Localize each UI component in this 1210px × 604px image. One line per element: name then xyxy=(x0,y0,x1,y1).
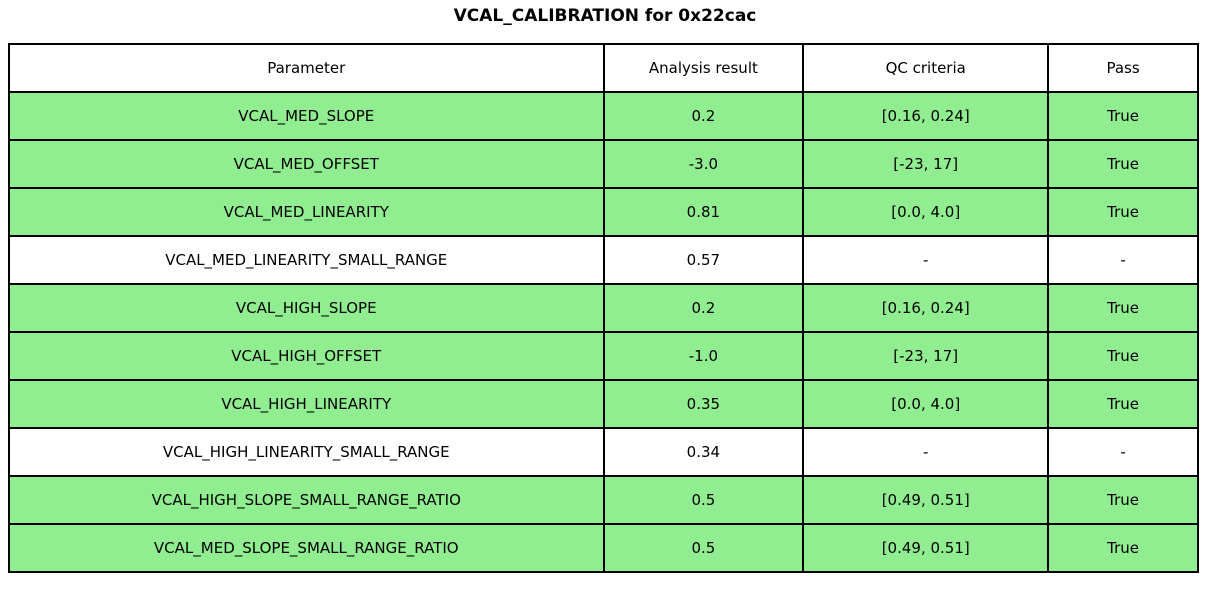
table-row: VCAL_HIGH_LINEARITY_SMALL_RANGE 0.34- - xyxy=(8,427,1199,477)
qc-criteria-cell: [0.0, 4.0] xyxy=(802,379,1050,429)
qc-criteria-cell: [-23, 17] xyxy=(802,331,1050,381)
pass-cell: True xyxy=(1047,475,1199,525)
analysis-result-cell: 0.2 xyxy=(602,283,805,333)
pass-cell: True xyxy=(1047,523,1199,573)
pass-cell: True xyxy=(1047,139,1199,189)
parameter-cell: VCAL_MED_LINEARITY xyxy=(8,187,605,237)
table-row: VCAL_MED_LINEARITY 0.81 [0.0, 4.0] True xyxy=(8,187,1199,237)
pass-cell: - xyxy=(1047,427,1199,477)
pass-cell: True xyxy=(1047,283,1199,333)
analysis-result-cell: 0.2 xyxy=(602,91,805,141)
analysis-result-cell: 0.57 xyxy=(602,235,805,285)
analysis-result-cell: 0.5 xyxy=(602,475,805,525)
pass-cell: True xyxy=(1047,187,1199,237)
column-header-qc-criteria: QC criteria xyxy=(802,43,1050,93)
pass-cell: - xyxy=(1047,235,1199,285)
parameter-cell: VCAL_HIGH_SLOPE xyxy=(8,283,605,333)
qc-criteria-cell: [0.0, 4.0] xyxy=(802,187,1050,237)
analysis-result-cell: 0.81 xyxy=(602,187,805,237)
pass-cell: True xyxy=(1047,91,1199,141)
qc-criteria-cell: [-23, 17] xyxy=(802,139,1050,189)
qc-criteria-cell: [0.16, 0.24] xyxy=(802,91,1050,141)
parameter-cell: VCAL_MED_SLOPE xyxy=(8,91,605,141)
table-row: VCAL_HIGH_SLOPE_SMALL_RANGE_RATIO 0.5 [0.4… xyxy=(8,475,1199,525)
parameter-cell: VCAL_HIGH_OFFSET xyxy=(8,331,605,381)
analysis-result-cell: 0.34 xyxy=(602,427,805,477)
qc-criteria-cell: - xyxy=(802,235,1050,285)
analysis-result-cell: 0.35 xyxy=(602,379,805,429)
analysis-result-cell: 0.5 xyxy=(602,523,805,573)
figure-title: VCAL_CALIBRATION for 0x22cac xyxy=(453,6,757,26)
qc-criteria-cell: [0.49, 0.51] xyxy=(802,475,1050,525)
table-row: VCAL_HIGH_LINEARITY 0.35 [0.0, 4.0] True xyxy=(8,379,1199,429)
qc-criteria-cell: [0.49, 0.51] xyxy=(802,523,1050,573)
qc-results-table: Parameter Analysis result QC criteria Pa… xyxy=(8,43,1199,573)
analysis-result-cell: -3.0 xyxy=(602,139,805,189)
parameter-cell: VCAL_MED_OFFSET xyxy=(8,139,605,189)
column-header-analysis-result: Analysis result xyxy=(602,43,805,93)
parameter-cell: VCAL_HIGH_SLOPE_SMALL_RANGE_RATIO xyxy=(8,475,605,525)
table-row: VCAL_MED_LINEARITY_SMALL_RANGE 0.57- - xyxy=(8,235,1199,285)
analysis-result-cell: -1.0 xyxy=(602,331,805,381)
table-row: VCAL_MED_OFFSET -3.0 [-23, 17] True xyxy=(8,139,1199,189)
qc-criteria-cell: [0.16, 0.24] xyxy=(802,283,1050,333)
pass-cell: True xyxy=(1047,331,1199,381)
parameter-cell: VCAL_HIGH_LINEARITY xyxy=(8,379,605,429)
table-row: VCAL_MED_SLOPE 0.2 [0.16, 0.24] True xyxy=(8,91,1199,141)
qc-criteria-cell: - xyxy=(802,427,1050,477)
table-row: VCAL_MED_SLOPE_SMALL_RANGE_RATIO 0.5 [0.49… xyxy=(8,523,1199,573)
parameter-cell: VCAL_HIGH_LINEARITY_SMALL_RANGE xyxy=(8,427,605,477)
table-row: VCAL_HIGH_SLOPE 0.2 [0.16, 0.24] True xyxy=(8,283,1199,333)
header-row: Parameter Analysis result QC criteria Pa… xyxy=(8,43,1199,93)
column-header-parameter: Parameter xyxy=(8,43,605,93)
parameter-cell: VCAL_MED_SLOPE_SMALL_RANGE_RATIO xyxy=(8,523,605,573)
column-header-pass: Pass xyxy=(1047,43,1199,93)
parameter-cell: VCAL_MED_LINEARITY_SMALL_RANGE xyxy=(8,235,605,285)
pass-cell: True xyxy=(1047,379,1199,429)
table-row: VCAL_HIGH_OFFSET -1.0 [-23, 17] True xyxy=(8,331,1199,381)
